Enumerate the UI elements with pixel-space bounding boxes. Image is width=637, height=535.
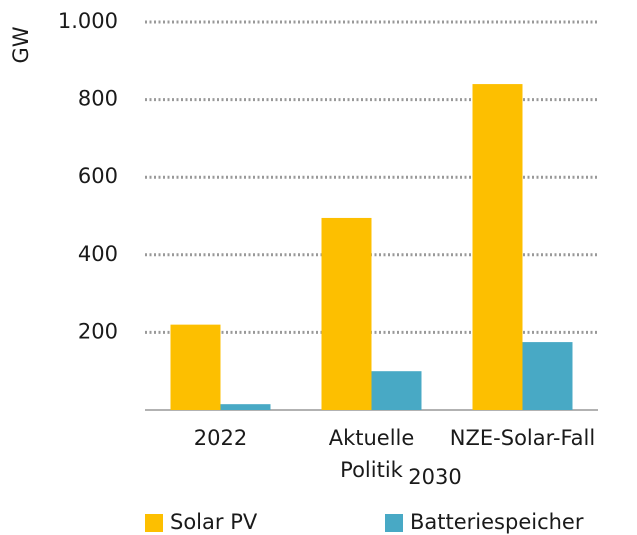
y-tick-label: 400 [78, 242, 118, 266]
bar [522, 342, 573, 410]
bar [472, 84, 523, 410]
y-tick-label: 200 [78, 319, 118, 343]
bar [371, 371, 422, 410]
group-label: 2030 [408, 465, 461, 489]
legend-swatch [145, 514, 163, 532]
legend-label: Batteriespeicher [410, 510, 584, 534]
legend-label: Solar PV [170, 510, 258, 534]
x-tick-label: NZE-Solar-Fall [449, 426, 596, 450]
bar [321, 217, 372, 410]
y-axis-label: GW [9, 26, 33, 63]
x-tick-label: Aktuelle Politik [328, 426, 415, 482]
bar [220, 404, 271, 410]
bar [170, 324, 221, 410]
y-tick-label: 1.000 [58, 9, 118, 33]
x-tick-label: 2022 [193, 426, 248, 450]
y-tick-label: 800 [78, 87, 118, 111]
legend-swatch [385, 514, 403, 532]
y-tick-label: 600 [78, 164, 118, 188]
